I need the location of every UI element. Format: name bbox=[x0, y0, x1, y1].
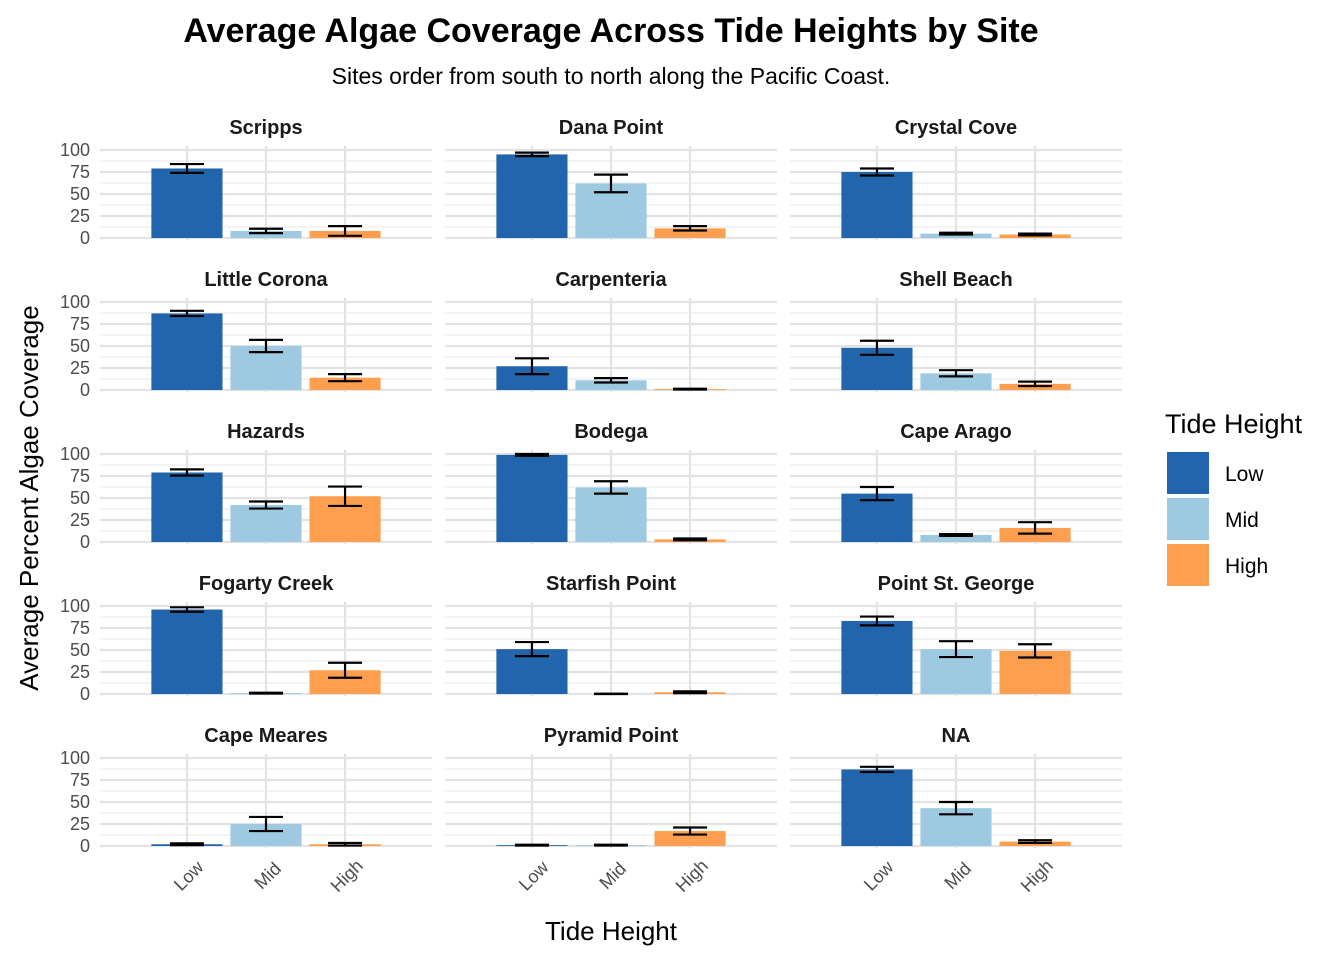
y-tick-label: 100 bbox=[60, 596, 90, 616]
y-tick-label: 0 bbox=[80, 836, 90, 856]
error-bar bbox=[939, 534, 973, 536]
facet-strip-label: Shell Beach bbox=[899, 269, 1012, 291]
y-tick-label: 75 bbox=[70, 162, 90, 182]
legend-title: Tide Height bbox=[1165, 409, 1303, 439]
bar-low bbox=[151, 610, 222, 694]
error-bar bbox=[249, 693, 283, 694]
error-bar bbox=[939, 233, 973, 235]
legend-key-low bbox=[1167, 452, 1209, 494]
error-bar bbox=[673, 538, 707, 540]
y-tick-label: 75 bbox=[70, 314, 90, 334]
y-tick-label: 75 bbox=[70, 466, 90, 486]
error-bar bbox=[515, 454, 549, 456]
legend-key-high bbox=[1167, 544, 1209, 586]
facet-strip-label: Scripps bbox=[229, 117, 302, 139]
facet-strip-label: Pyramid Point bbox=[544, 725, 679, 747]
facet-strip-label: Starfish Point bbox=[546, 573, 676, 595]
facet-strip-label: Bodega bbox=[574, 421, 648, 443]
y-tick-label: 25 bbox=[70, 510, 90, 530]
y-tick-label: 0 bbox=[80, 380, 90, 400]
y-tick-label: 100 bbox=[60, 748, 90, 768]
facet-strip-label: Hazards bbox=[227, 421, 305, 443]
y-tick-label: 50 bbox=[70, 792, 90, 812]
y-tick-label: 100 bbox=[60, 140, 90, 160]
y-tick-label: 75 bbox=[70, 618, 90, 638]
y-tick-label: 50 bbox=[70, 184, 90, 204]
error-bar bbox=[594, 845, 628, 846]
bar-low bbox=[841, 769, 912, 846]
y-tick-label: 75 bbox=[70, 770, 90, 790]
y-tick-label: 50 bbox=[70, 640, 90, 660]
bar-low bbox=[151, 168, 222, 238]
facet-strip-label: Fogarty Creek bbox=[199, 573, 334, 595]
x-axis-title: Tide Height bbox=[545, 916, 678, 946]
bar-low bbox=[151, 472, 222, 542]
error-bar bbox=[170, 843, 204, 845]
facet-strip-label: Little Corona bbox=[204, 269, 328, 291]
y-tick-label: 0 bbox=[80, 228, 90, 248]
legend-label: Mid bbox=[1225, 509, 1259, 532]
facet-strip-label: Dana Point bbox=[559, 117, 664, 139]
y-tick-label: 100 bbox=[60, 292, 90, 312]
error-bar bbox=[673, 691, 707, 693]
bar-mid bbox=[230, 505, 301, 542]
chart-title: Average Algae Coverage Across Tide Heigh… bbox=[183, 12, 1038, 50]
error-bar bbox=[515, 845, 549, 846]
bar-mid bbox=[575, 487, 646, 542]
y-axis-title: Average Percent Algae Coverage bbox=[14, 305, 44, 690]
facet-strip-label: Point St. George bbox=[878, 573, 1035, 595]
facet-strip-label: NA bbox=[942, 725, 971, 747]
error-bar bbox=[1018, 234, 1052, 236]
bar-low bbox=[496, 455, 567, 542]
y-tick-label: 25 bbox=[70, 358, 90, 378]
y-tick-label: 50 bbox=[70, 488, 90, 508]
bar-low bbox=[496, 154, 567, 238]
legend-key-mid bbox=[1167, 498, 1209, 540]
legend-label: High bbox=[1225, 555, 1268, 578]
bar-low bbox=[841, 621, 912, 694]
facet-strip-label: Crystal Cove bbox=[895, 117, 1017, 139]
y-tick-label: 25 bbox=[70, 662, 90, 682]
legend-label: Low bbox=[1225, 463, 1264, 486]
y-tick-label: 25 bbox=[70, 814, 90, 834]
bar-low bbox=[151, 313, 222, 390]
chart-subtitle: Sites order from south to north along th… bbox=[332, 63, 891, 89]
facet-strip-label: Cape Meares bbox=[204, 725, 327, 747]
y-tick-label: 100 bbox=[60, 444, 90, 464]
facet-strip-label: Carpenteria bbox=[555, 269, 667, 291]
error-bar bbox=[673, 389, 707, 390]
y-tick-label: 50 bbox=[70, 336, 90, 356]
bar-low bbox=[841, 172, 912, 238]
y-tick-label: 0 bbox=[80, 684, 90, 704]
y-tick-label: 25 bbox=[70, 206, 90, 226]
y-tick-label: 0 bbox=[80, 532, 90, 552]
facet-strip-label: Cape Arago bbox=[900, 421, 1012, 443]
